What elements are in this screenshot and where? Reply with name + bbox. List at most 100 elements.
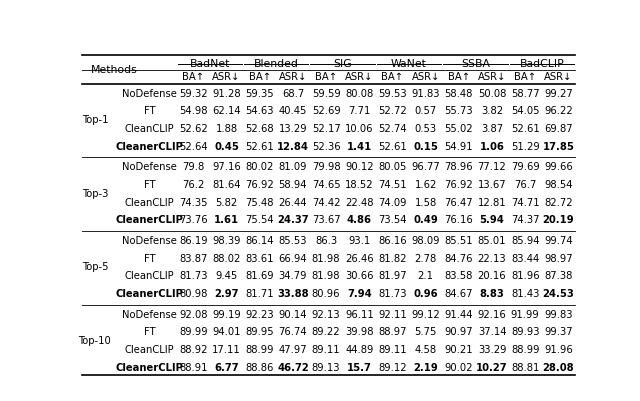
Text: 78.96: 78.96 xyxy=(445,162,473,172)
Text: 59.35: 59.35 xyxy=(245,88,274,98)
Text: 99.12: 99.12 xyxy=(412,309,440,319)
Text: 92.16: 92.16 xyxy=(477,309,506,319)
Text: 54.98: 54.98 xyxy=(179,106,207,116)
Text: 85.94: 85.94 xyxy=(511,235,540,245)
Text: 89.13: 89.13 xyxy=(312,362,340,372)
Text: 80.98: 80.98 xyxy=(179,288,207,298)
Text: 69.87: 69.87 xyxy=(544,124,573,134)
Text: CleanerCLIP: CleanerCLIP xyxy=(115,141,184,151)
Text: 98.39: 98.39 xyxy=(212,235,241,245)
Text: FT: FT xyxy=(143,326,156,336)
Text: 2.97: 2.97 xyxy=(214,288,239,298)
Text: 1.88: 1.88 xyxy=(216,124,237,134)
Text: 33.88: 33.88 xyxy=(277,288,308,298)
Text: 66.94: 66.94 xyxy=(278,253,307,263)
Text: ASR↓: ASR↓ xyxy=(412,71,440,81)
Text: 52.62: 52.62 xyxy=(179,124,208,134)
Text: 91.28: 91.28 xyxy=(212,88,241,98)
Text: 54.63: 54.63 xyxy=(246,106,274,116)
Text: 88.99: 88.99 xyxy=(511,344,540,354)
Text: 86.16: 86.16 xyxy=(378,235,407,245)
Text: 99.19: 99.19 xyxy=(212,309,241,319)
Text: 24.53: 24.53 xyxy=(543,288,574,298)
Text: 3.82: 3.82 xyxy=(481,106,503,116)
Text: 51.29: 51.29 xyxy=(511,141,540,151)
Text: 84.76: 84.76 xyxy=(445,253,473,263)
Text: ASR↓: ASR↓ xyxy=(345,71,374,81)
Text: 4.58: 4.58 xyxy=(415,344,436,354)
Text: CleanCLIP: CleanCLIP xyxy=(125,344,174,354)
Text: 80.96: 80.96 xyxy=(312,288,340,298)
Text: 0.45: 0.45 xyxy=(214,141,239,151)
Text: 81.98: 81.98 xyxy=(312,271,340,281)
Text: 99.66: 99.66 xyxy=(544,162,573,172)
Text: 89.11: 89.11 xyxy=(378,344,407,354)
Text: 10.27: 10.27 xyxy=(476,362,508,372)
Text: 22.13: 22.13 xyxy=(477,253,506,263)
Text: 97.16: 97.16 xyxy=(212,162,241,172)
Text: FT: FT xyxy=(143,253,156,263)
Text: 96.77: 96.77 xyxy=(412,162,440,172)
Text: 54.05: 54.05 xyxy=(511,106,540,116)
Text: CleanCLIP: CleanCLIP xyxy=(125,197,174,207)
Text: 89.12: 89.12 xyxy=(378,362,407,372)
Text: FT: FT xyxy=(143,106,156,116)
Text: 76.74: 76.74 xyxy=(278,326,307,336)
Text: 76.7: 76.7 xyxy=(514,180,536,189)
Text: 93.1: 93.1 xyxy=(348,235,371,245)
Text: 81.73: 81.73 xyxy=(179,271,207,281)
Text: 1.58: 1.58 xyxy=(415,197,436,207)
Text: 26.44: 26.44 xyxy=(278,197,307,207)
Text: 74.51: 74.51 xyxy=(378,180,407,189)
Text: 7.71: 7.71 xyxy=(348,106,371,116)
Text: 88.02: 88.02 xyxy=(212,253,241,263)
Text: Top-1: Top-1 xyxy=(82,115,108,125)
Text: 59.32: 59.32 xyxy=(179,88,207,98)
Text: 7.94: 7.94 xyxy=(347,288,372,298)
Text: FT: FT xyxy=(143,180,156,189)
Text: 79.69: 79.69 xyxy=(511,162,540,172)
Text: 91.44: 91.44 xyxy=(445,309,473,319)
Text: 17.11: 17.11 xyxy=(212,344,241,354)
Text: 50.08: 50.08 xyxy=(478,88,506,98)
Text: 12.84: 12.84 xyxy=(277,141,309,151)
Text: 4.86: 4.86 xyxy=(347,215,372,225)
Text: CleanCLIP: CleanCLIP xyxy=(125,124,174,134)
Text: 80.02: 80.02 xyxy=(246,162,274,172)
Text: 81.82: 81.82 xyxy=(378,253,406,263)
Text: 17.85: 17.85 xyxy=(543,141,574,151)
Text: 73.67: 73.67 xyxy=(312,215,340,225)
Text: 52.69: 52.69 xyxy=(312,106,340,116)
Text: 98.54: 98.54 xyxy=(544,180,573,189)
Text: 74.37: 74.37 xyxy=(511,215,540,225)
Text: 88.86: 88.86 xyxy=(246,362,274,372)
Text: 59.53: 59.53 xyxy=(378,88,407,98)
Text: 3.87: 3.87 xyxy=(481,124,503,134)
Text: 12.81: 12.81 xyxy=(477,197,506,207)
Text: 10.06: 10.06 xyxy=(345,124,374,134)
Text: 90.14: 90.14 xyxy=(278,309,307,319)
Text: 98.09: 98.09 xyxy=(412,235,440,245)
Text: 92.11: 92.11 xyxy=(378,309,407,319)
Text: 81.09: 81.09 xyxy=(278,162,307,172)
Text: ASR↓: ASR↓ xyxy=(544,71,573,81)
Text: 54.91: 54.91 xyxy=(445,141,473,151)
Text: WaNet: WaNet xyxy=(391,59,427,69)
Text: 81.73: 81.73 xyxy=(378,288,406,298)
Text: 52.61: 52.61 xyxy=(511,124,540,134)
Text: 26.46: 26.46 xyxy=(345,253,374,263)
Text: 74.42: 74.42 xyxy=(312,197,340,207)
Text: 90.97: 90.97 xyxy=(445,326,473,336)
Text: 9.45: 9.45 xyxy=(216,271,237,281)
Text: 85.01: 85.01 xyxy=(478,235,506,245)
Text: 75.48: 75.48 xyxy=(246,197,274,207)
Text: 5.94: 5.94 xyxy=(479,215,504,225)
Text: 58.94: 58.94 xyxy=(278,180,307,189)
Text: Blended: Blended xyxy=(254,59,299,69)
Text: 0.53: 0.53 xyxy=(415,124,436,134)
Text: 89.22: 89.22 xyxy=(312,326,340,336)
Text: 5.75: 5.75 xyxy=(415,326,437,336)
Text: BA↑: BA↑ xyxy=(381,71,404,81)
Text: 44.89: 44.89 xyxy=(345,344,374,354)
Text: 92.13: 92.13 xyxy=(312,309,340,319)
